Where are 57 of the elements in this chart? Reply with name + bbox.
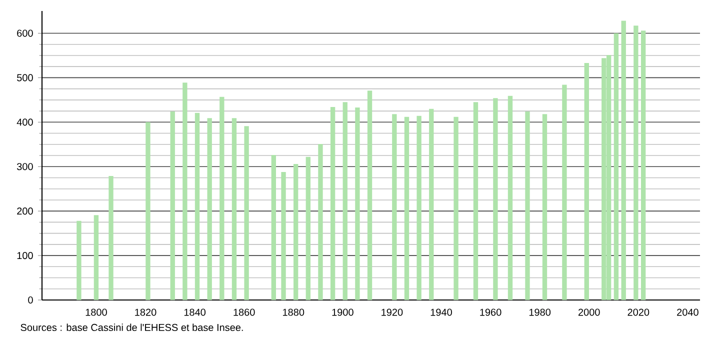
x-tick-label: 1940 <box>430 308 452 316</box>
bar <box>294 164 298 300</box>
y-tick-label: 300 <box>16 163 33 170</box>
bar <box>306 156 311 300</box>
y-tick-label: 100 <box>17 252 33 260</box>
y-tick-label: 600 <box>17 30 33 37</box>
bar <box>220 96 224 300</box>
x-tick-label: 2020 <box>628 308 650 316</box>
x-tick-label: 1920 <box>382 308 403 316</box>
bar <box>562 84 567 300</box>
bar <box>542 114 548 300</box>
bar <box>108 176 114 300</box>
bar <box>404 116 410 300</box>
x-tick-label: 2040 <box>677 308 698 316</box>
bar <box>244 126 249 300</box>
bar <box>182 82 188 300</box>
bar <box>355 107 360 300</box>
bar <box>454 116 458 300</box>
bar <box>429 108 434 300</box>
bar <box>194 112 200 300</box>
bar <box>232 118 237 300</box>
bar <box>493 98 498 300</box>
bar <box>146 122 150 300</box>
source-note: Sources : base Cassini de l'EHESS et base Insee. <box>20 324 243 332</box>
bar <box>76 220 82 300</box>
bar <box>525 111 530 300</box>
y-tick-label: 0 <box>28 296 33 304</box>
bar <box>318 144 323 300</box>
x-tick-label: 1900 <box>332 308 354 316</box>
y-tick-label: 200 <box>17 208 33 215</box>
bar <box>584 63 589 300</box>
x-tick-label: 1960 <box>480 308 502 316</box>
bar <box>392 114 397 300</box>
bar <box>508 96 513 300</box>
x-tick-label: 1860 <box>234 308 255 316</box>
x-tick-label: 1800 <box>86 308 107 316</box>
bar <box>330 107 336 300</box>
bar <box>342 102 348 300</box>
y-tick-label: 400 <box>16 118 33 126</box>
y-tick-label: 500 <box>17 74 33 82</box>
bar <box>94 215 99 300</box>
x-tick-label: 1840 <box>184 308 206 316</box>
bar <box>281 172 286 300</box>
bar <box>634 26 638 300</box>
bar <box>614 33 619 300</box>
bar <box>271 155 276 300</box>
x-tick-label: 1820 <box>135 308 156 316</box>
bar <box>367 90 372 300</box>
bar <box>170 111 175 300</box>
x-tick-label: 1980 <box>529 308 551 316</box>
bar <box>473 102 478 300</box>
bar <box>640 30 646 300</box>
x-tick-label: 2000 <box>578 308 600 316</box>
bar <box>416 116 422 300</box>
x-tick-label: 1880 <box>283 308 304 316</box>
bar <box>207 118 212 300</box>
bar <box>621 20 626 300</box>
